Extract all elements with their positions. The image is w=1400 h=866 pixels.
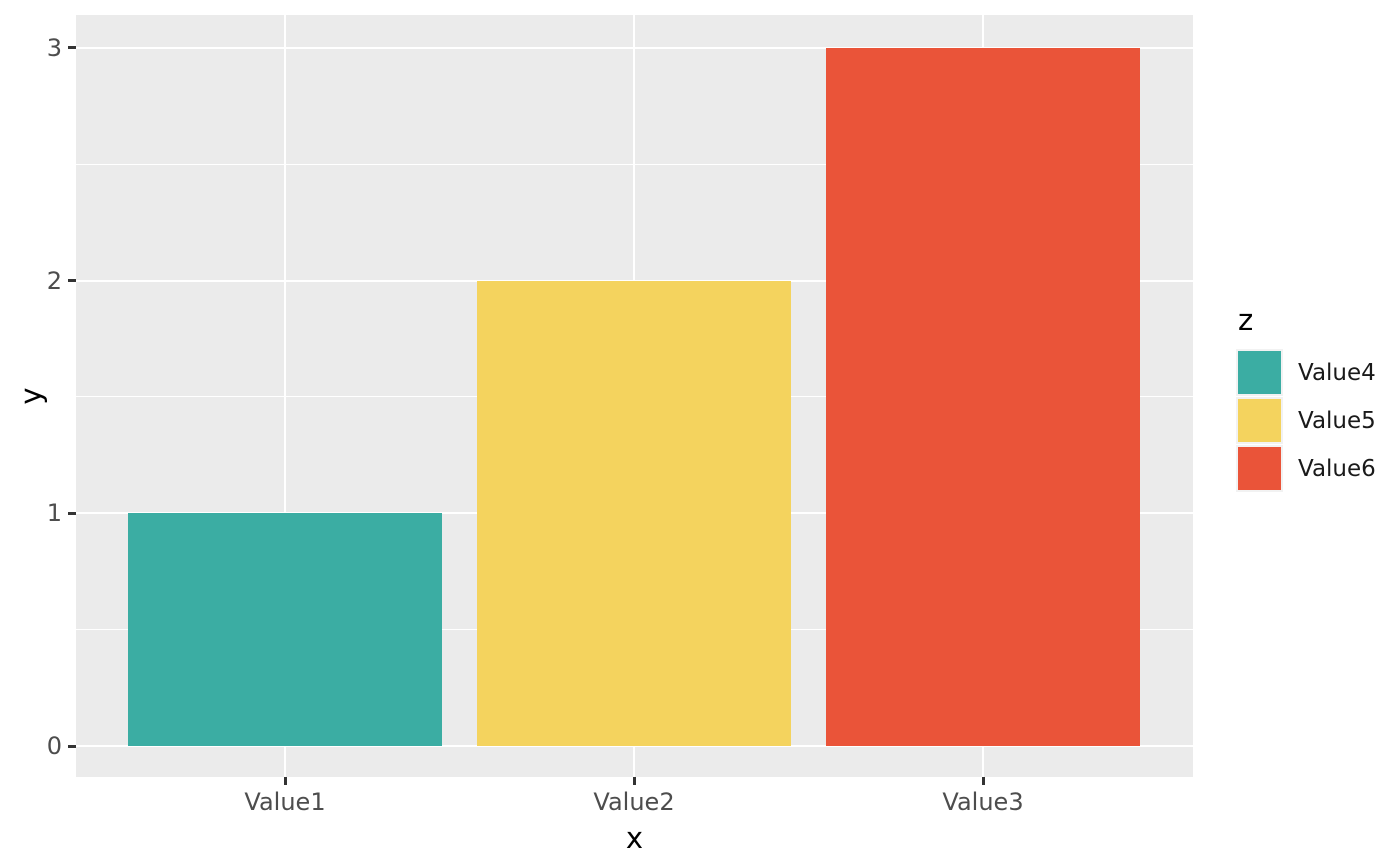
legend-entry: Value4 xyxy=(1236,349,1376,396)
bar-value3 xyxy=(826,47,1140,746)
y-axis-title: y xyxy=(14,387,48,405)
x-axis-tick-label: Value2 xyxy=(593,788,675,816)
legend-key-swatch xyxy=(1236,445,1283,492)
x-axis-tick-label: Value1 xyxy=(244,788,326,816)
y-axis-tick-label: 0 xyxy=(46,732,62,760)
x-axis-title: x xyxy=(625,821,644,855)
legend-key-fill xyxy=(1238,447,1281,490)
legend-entries: Value4 Value5 Value6 xyxy=(1236,349,1376,492)
legend-label: Value5 xyxy=(1298,407,1376,434)
y-axis-tick-label: 2 xyxy=(46,266,62,295)
legend-key-swatch xyxy=(1236,397,1283,444)
y-tick-mark xyxy=(68,744,76,748)
legend-entry: Value5 xyxy=(1236,397,1376,444)
bar-value1 xyxy=(128,513,442,746)
legend-entry: Value6 xyxy=(1236,445,1376,492)
x-tick-mark xyxy=(632,777,636,785)
legend-label: Value6 xyxy=(1298,455,1376,482)
y-tick-mark xyxy=(68,279,76,283)
legend: z Value4 Value5 Value6 xyxy=(1236,303,1376,493)
y-tick-mark xyxy=(68,46,76,50)
x-axis-tick-label: Value3 xyxy=(942,788,1024,816)
plot-panel xyxy=(76,15,1193,777)
legend-label: Value4 xyxy=(1298,359,1376,386)
y-axis-tick-label: 1 xyxy=(46,499,62,528)
x-tick-mark xyxy=(283,777,287,785)
legend-key-fill xyxy=(1238,351,1281,394)
y-axis-tick-label: 3 xyxy=(46,33,62,62)
bar-value2 xyxy=(477,280,791,746)
legend-key-fill xyxy=(1238,399,1281,442)
legend-title: z xyxy=(1238,303,1254,337)
x-tick-mark xyxy=(981,777,985,785)
major-gridline-vertical xyxy=(284,15,286,777)
y-tick-mark xyxy=(68,511,76,515)
legend-key-swatch xyxy=(1236,349,1283,396)
